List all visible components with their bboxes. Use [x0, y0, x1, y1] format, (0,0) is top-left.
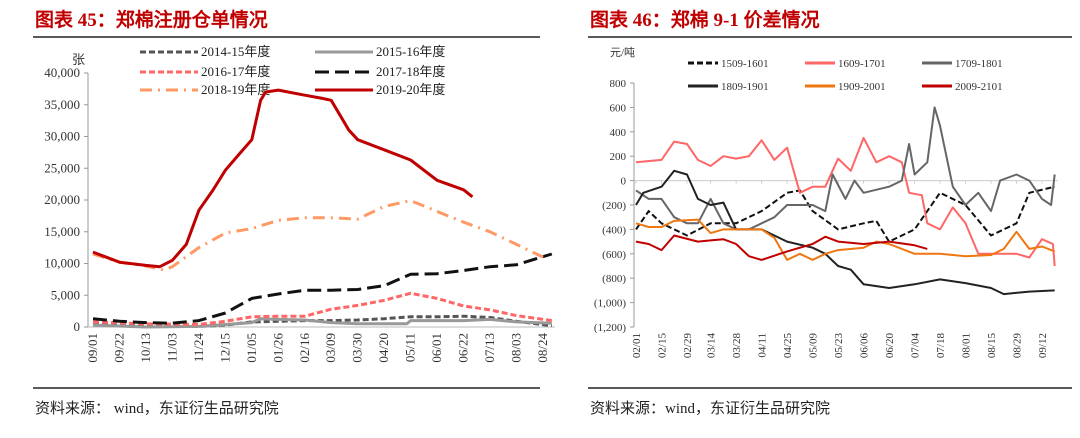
legend-label: 2014-15年度	[201, 44, 270, 59]
x-tick-label: 01/26	[270, 333, 285, 363]
x-tick-label: 05/11	[403, 333, 418, 362]
x-tick-label: 07/13	[482, 333, 497, 363]
x-tick-label: 08/24	[535, 333, 550, 363]
y-tick-label: 30,000	[44, 129, 80, 144]
y-tick-label: 0	[621, 176, 627, 188]
y-tick-label: 600	[610, 102, 627, 114]
series-line-1609-1701	[635, 136, 1056, 267]
x-tick-label: 09/01	[85, 333, 100, 363]
legend-label: 1809-1901	[721, 81, 769, 93]
x-tick-label: 06/22	[456, 333, 471, 363]
y-tick-label: 10,000	[44, 256, 80, 271]
series-line-2015-16年度	[92, 317, 552, 329]
y-tick-label: 35,000	[44, 97, 80, 112]
y-tick-label: (1,200)	[594, 322, 626, 334]
legend-label: 2019-20年度	[376, 82, 445, 97]
legend-label: 2017-18年度	[376, 64, 445, 79]
x-tick-label: 10/13	[138, 333, 153, 363]
x-tick-label: 09/12	[1037, 333, 1049, 358]
y-tick-label: 0	[74, 319, 81, 334]
series-line-2016-17年度	[92, 291, 553, 326]
x-tick-label: 02/29	[682, 333, 694, 359]
x-tick-label: 03/09	[323, 333, 338, 363]
x-tick-label: 11/24	[191, 333, 206, 363]
y-axis-unit: 元/吨	[610, 46, 635, 59]
y-tick-label: 15,000	[44, 224, 80, 239]
legend-label: 1609-1701	[838, 58, 886, 70]
chart-title: 图表 45：郑棉注册仓单情况	[35, 8, 268, 31]
y-tick-label: (800)	[602, 273, 626, 285]
y-tick-label: 200	[610, 151, 627, 163]
x-tick-label: 08/15	[986, 333, 998, 359]
legend-label: 1509-1601	[721, 58, 769, 70]
series-line-2018-19年度	[92, 199, 544, 272]
series-line-1509-1601	[635, 185, 1055, 243]
chart-9-1-spread: 图表 46：郑棉 9-1 价差情况 元/吨 资料来源：wind，东证衍生品研究院…	[588, 8, 1072, 417]
x-tick-label: 08/01	[961, 333, 973, 358]
chart-title: 图表 46：郑棉 9-1 价差情况	[590, 8, 820, 31]
x-tick-label: 01/05	[244, 333, 259, 363]
x-tick-label: 11/03	[164, 333, 179, 362]
x-tick-label: 04/25	[782, 333, 794, 359]
y-axis-unit: 张	[72, 52, 85, 67]
y-tick-label: (200)	[602, 200, 626, 212]
legend-label: 2009-2101	[955, 81, 1003, 93]
legend-label: 2016-17年度	[201, 64, 270, 79]
legend-label: 1709-1801	[955, 58, 1003, 70]
source-note: 资料来源： wind，东证衍生品研究院	[35, 399, 279, 417]
x-tick-label: 04/11	[757, 333, 769, 358]
x-tick-label: 02/01	[631, 333, 643, 358]
series-line-2017-18年度	[92, 252, 553, 325]
x-tick-label: 03/30	[350, 333, 365, 363]
y-tick-label: 25,000	[44, 160, 80, 175]
x-tick-label: 06/01	[429, 333, 444, 363]
y-tick-label: 40,000	[44, 65, 80, 80]
x-tick-label: 02/16	[297, 333, 312, 363]
y-tick-label: 400	[610, 127, 627, 139]
x-tick-label: 06/20	[884, 333, 896, 359]
x-tick-label: 05/09	[808, 333, 820, 359]
x-tick-label: 08/29	[1012, 333, 1024, 359]
series-line-1909-2001	[635, 218, 1056, 261]
x-tick-label: 02/15	[656, 333, 668, 359]
x-tick-label: 06/06	[859, 333, 871, 359]
y-tick-label: 20,000	[44, 192, 80, 207]
legend-label: 1909-2001	[838, 81, 886, 93]
series-line-1809-1901	[635, 169, 1055, 296]
x-tick-label: 03/28	[731, 333, 743, 359]
x-tick-label: 03/14	[706, 333, 718, 359]
x-tick-label: 12/15	[217, 333, 232, 363]
y-tick-label: 800	[610, 78, 627, 90]
x-tick-label: 04/20	[376, 333, 391, 363]
series-line-2019-20年度	[92, 88, 474, 269]
chart-registered-warrants: 图表 45：郑棉注册仓单情况 张 资料来源： wind，东证衍生品研究院 0 5,…	[33, 8, 555, 417]
x-tick-label: 07/04	[910, 333, 922, 359]
y-tick-label: 5,000	[51, 287, 80, 302]
x-tick-label: 07/18	[935, 333, 947, 359]
series-line-2009-2101	[635, 234, 928, 261]
y-tick-label: (1,000)	[594, 298, 626, 310]
x-tick-label: 09/22	[111, 333, 126, 363]
y-tick-label: (600)	[602, 249, 626, 261]
legend-label: 2018-19年度	[201, 82, 270, 97]
x-tick-label: 08/03	[509, 333, 524, 363]
x-tick-label: 05/23	[833, 333, 845, 359]
series-line-1709-1801	[635, 106, 1056, 231]
y-tick-label: (400)	[602, 224, 626, 236]
legend-label: 2015-16年度	[376, 44, 445, 59]
source-note: 资料来源：wind，东证衍生品研究院	[590, 399, 830, 417]
